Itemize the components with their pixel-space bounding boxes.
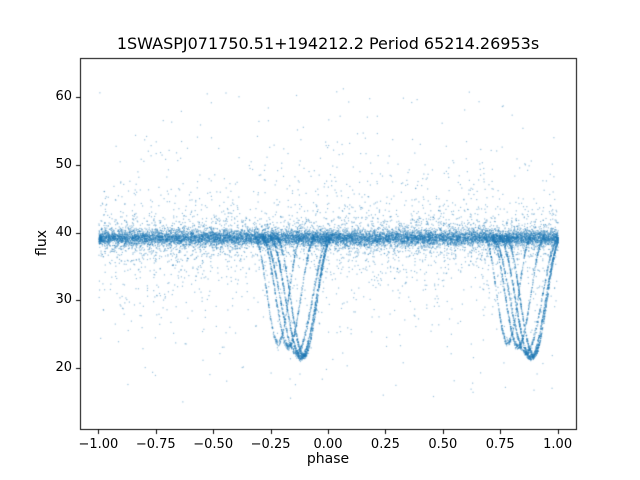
y-tick-label: 40: [55, 224, 72, 240]
x-tick-label: −0.50: [193, 437, 234, 452]
x-tick-label: −1.00: [78, 437, 119, 452]
x-axis-label: phase: [306, 451, 350, 467]
x-tick-label: −0.25: [250, 437, 291, 452]
y-tick-label: 60: [55, 89, 72, 105]
x-tick-label: 1.00: [543, 437, 573, 452]
x-tick-label: −0.75: [135, 437, 176, 452]
x-tick-label: 0.25: [370, 437, 400, 452]
x-tick-label: 0.50: [428, 437, 458, 452]
y-tick-label: 50: [55, 156, 72, 172]
y-tick-label: 30: [55, 292, 72, 308]
x-tick-label: 0.00: [313, 437, 343, 452]
x-tick-label: 0.75: [485, 437, 515, 452]
chart-title: 1SWASPJ071750.51+194212.2 Period 65214.2…: [116, 34, 540, 53]
y-tick-label: 20: [55, 360, 72, 376]
